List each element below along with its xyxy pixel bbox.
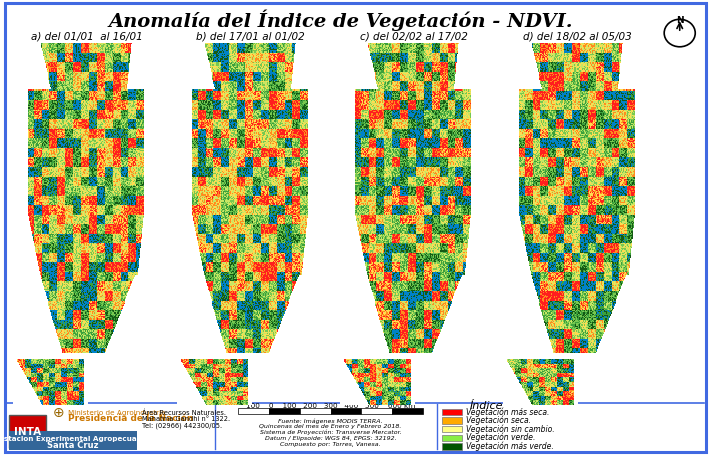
Text: Anomalía del Índice de Vegetación - NDVI.: Anomalía del Índice de Vegetación - NDVI… xyxy=(109,10,574,31)
Text: Vegetación más verde.: Vegetación más verde. xyxy=(466,442,553,451)
Bar xyxy=(9,415,46,448)
Text: ⊕: ⊕ xyxy=(53,406,64,420)
Bar xyxy=(269,408,300,414)
Bar xyxy=(442,435,462,441)
Text: Sistema de Proyección: Transverse Mercator.: Sistema de Proyección: Transverse Mercat… xyxy=(260,430,402,435)
Text: d) del 18/02 al 05/03: d) del 18/02 al 05/03 xyxy=(523,31,631,41)
Bar xyxy=(9,431,137,450)
Text: b) del 17/01 al 01/02: b) del 17/01 al 01/02 xyxy=(196,31,305,41)
Bar xyxy=(442,417,462,424)
Text: Vegetación más seca.: Vegetación más seca. xyxy=(466,407,549,416)
Text: Presidencia de la Nación: Presidencia de la Nación xyxy=(68,414,193,423)
Text: Fuente: Imágenes MODIS TERRA.: Fuente: Imágenes MODIS TERRA. xyxy=(278,418,383,424)
Text: Santa Cruz: Santa Cruz xyxy=(48,441,99,450)
Text: INTA: INTA xyxy=(14,427,41,437)
Text: Índice: Índice xyxy=(469,401,503,411)
Text: Vegetación verde.: Vegetación verde. xyxy=(466,433,535,442)
Text: Vegetación sin cambio.: Vegetación sin cambio. xyxy=(466,425,555,434)
Text: a) del 01/01  al 16/01: a) del 01/01 al 16/01 xyxy=(31,31,142,41)
Text: Mahatma Gandhi n° 1322.: Mahatma Gandhi n° 1322. xyxy=(142,416,230,422)
Bar xyxy=(392,408,423,414)
Bar xyxy=(442,426,462,432)
Bar xyxy=(442,443,462,450)
Bar xyxy=(442,409,462,415)
Text: Vegetación seca.: Vegetación seca. xyxy=(466,416,530,425)
Bar xyxy=(238,408,269,414)
Text: Datum / Elipsoide: WGS 84, EPGS: 32192.: Datum / Elipsoide: WGS 84, EPGS: 32192. xyxy=(264,436,397,441)
Text: 100    0    100   200   300   400   500    600 km: 100 0 100 200 300 400 500 600 km xyxy=(246,403,415,409)
Text: Compuesto por: Torres, Vanesa.: Compuesto por: Torres, Vanesa. xyxy=(280,442,381,447)
Text: Estacion Experimental Agropecuaria: Estacion Experimental Agropecuaria xyxy=(0,435,148,442)
Text: c) del 02/02 al 17/02: c) del 02/02 al 17/02 xyxy=(360,31,467,41)
Text: Tel: (02966) 442300/05.: Tel: (02966) 442300/05. xyxy=(142,422,223,429)
Text: Quincenas del mes de Enero y Febrero 2018.: Quincenas del mes de Enero y Febrero 201… xyxy=(260,425,402,429)
Bar xyxy=(300,408,331,414)
Text: N: N xyxy=(676,16,683,25)
Text: Área Recursos Naturales.: Área Recursos Naturales. xyxy=(142,410,226,416)
Bar xyxy=(361,408,392,414)
Text: Ministerio de Agroindustria: Ministerio de Agroindustria xyxy=(68,410,165,416)
Bar xyxy=(331,408,361,414)
